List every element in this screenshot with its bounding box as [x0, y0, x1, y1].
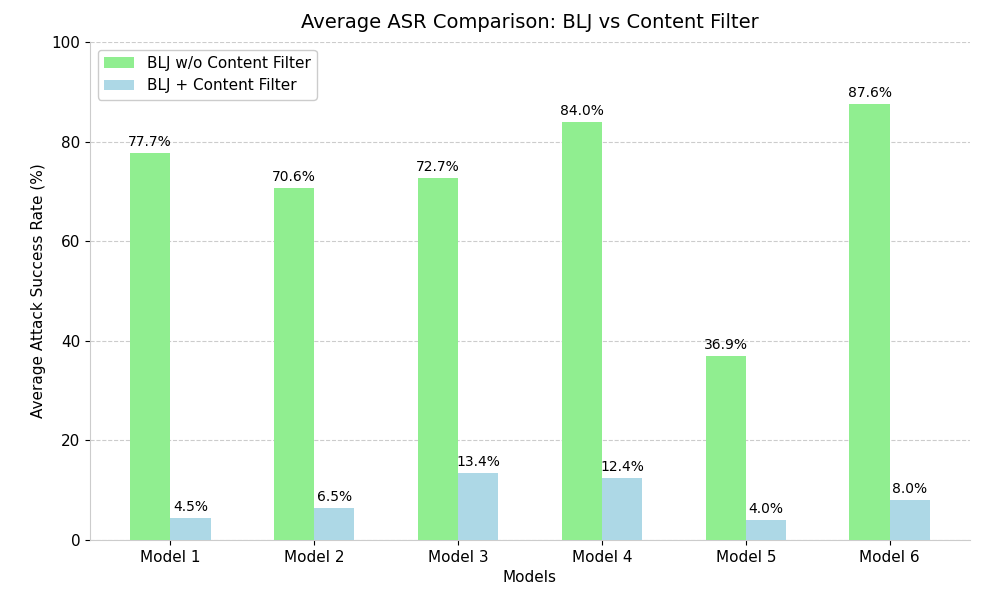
Bar [602, 478, 642, 540]
Text: 13.4%: 13.4% [456, 455, 500, 469]
Text: 87.6%: 87.6% [848, 86, 892, 100]
Bar [418, 178, 458, 540]
Bar [458, 473, 498, 540]
Text: 70.6%: 70.6% [272, 170, 316, 184]
X-axis label: Models: Models [503, 570, 557, 585]
Legend: BLJ w/o Content Filter, BLJ + Content Filter: BLJ w/o Content Filter, BLJ + Content Fi… [98, 50, 317, 100]
Y-axis label: Average Attack Success Rate (%): Average Attack Success Rate (%) [31, 164, 46, 418]
Bar [314, 508, 354, 540]
Text: 4.5%: 4.5% [173, 500, 208, 514]
Text: 77.7%: 77.7% [128, 135, 172, 149]
Text: 36.9%: 36.9% [704, 338, 748, 352]
Text: 84.0%: 84.0% [560, 104, 604, 118]
Text: 72.7%: 72.7% [416, 160, 460, 174]
Bar [170, 518, 211, 540]
Bar [746, 520, 786, 540]
Title: Average ASR Comparison: BLJ vs Content Filter: Average ASR Comparison: BLJ vs Content F… [301, 13, 759, 32]
Bar [890, 500, 930, 540]
Bar [706, 356, 746, 540]
Text: 4.0%: 4.0% [748, 502, 783, 516]
Bar [130, 153, 170, 540]
Text: 12.4%: 12.4% [600, 460, 644, 474]
Bar [274, 188, 314, 540]
Bar [849, 104, 890, 540]
Text: 6.5%: 6.5% [317, 490, 352, 503]
Bar [562, 122, 602, 540]
Text: 8.0%: 8.0% [892, 482, 927, 496]
